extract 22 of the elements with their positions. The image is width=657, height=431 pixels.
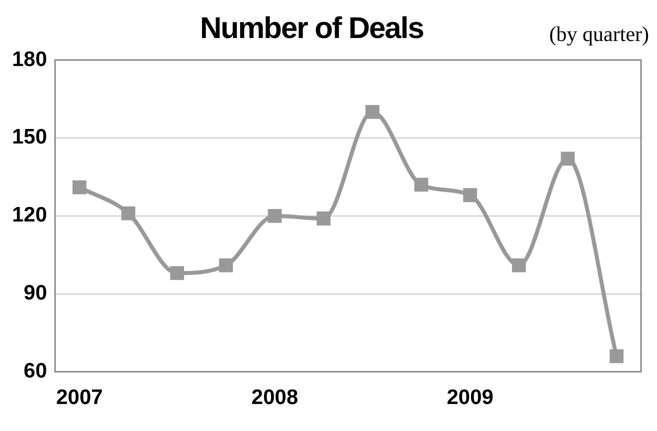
- y-tick-label: 120: [12, 204, 48, 227]
- x-tick-label: 2007: [56, 386, 103, 410]
- point: [414, 178, 428, 192]
- point: [512, 258, 526, 272]
- point: [268, 208, 282, 223]
- chart-subtitle: (by quarter): [549, 22, 649, 47]
- point: [463, 188, 478, 202]
- point: [72, 180, 86, 194]
- point: [365, 105, 380, 119]
- point: [610, 349, 624, 364]
- point: [218, 258, 233, 272]
- x-tick-label: 2009: [446, 386, 494, 410]
- chart-title: Number of Deals: [200, 12, 424, 46]
- y-tick-label: 180: [12, 48, 48, 71]
- point: [121, 206, 136, 220]
- x-tick-label: 2008: [251, 386, 298, 410]
- point: [170, 266, 184, 280]
- y-tick-label: 150: [12, 126, 48, 149]
- y-tick-label: 90: [24, 282, 48, 305]
- y-tick-label: 60: [24, 360, 48, 383]
- point: [560, 152, 575, 166]
- point: [316, 212, 331, 226]
